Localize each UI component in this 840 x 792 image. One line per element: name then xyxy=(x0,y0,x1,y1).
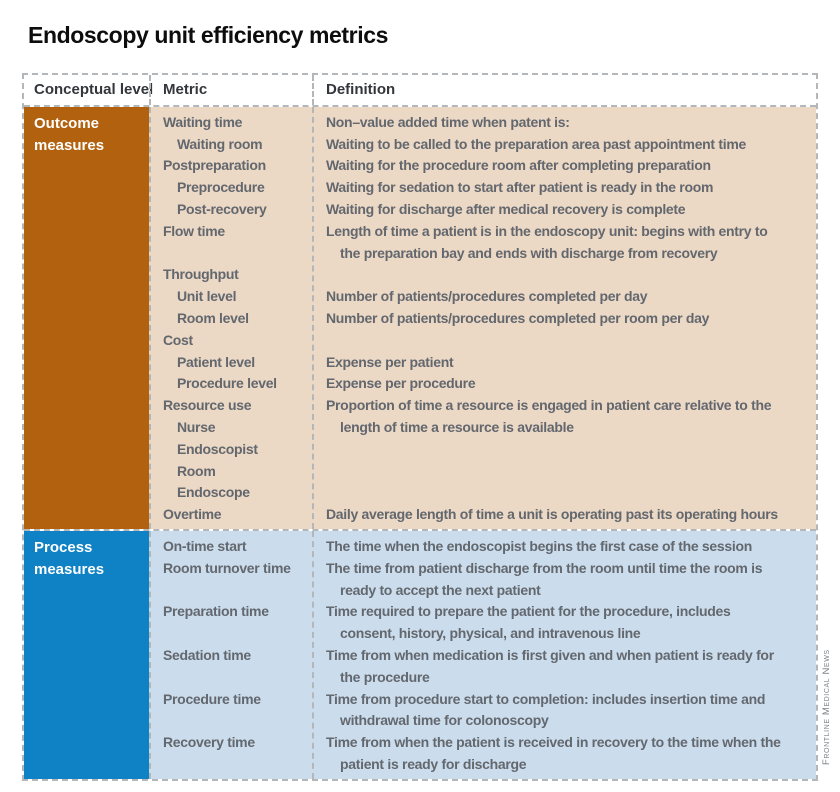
page-title: Endoscopy unit efficiency metrics xyxy=(28,22,389,48)
section-outcome-measures: Outcome measures Waiting time Waiting room… xyxy=(24,104,816,529)
metric-line: Patient level xyxy=(177,353,255,370)
metric-line: Room level xyxy=(177,309,249,326)
definition-line: Number of patients/procedures completed … xyxy=(326,309,710,326)
credit-vertical-text: Frontline Medical News xyxy=(821,649,832,765)
definition-line: Number of patients/procedures completed … xyxy=(326,288,648,305)
definition-line: Expense per patient xyxy=(326,353,454,370)
metric-line: Procedure time xyxy=(163,690,261,707)
definition-line: ready to accept the next patient xyxy=(340,581,541,598)
definition-line: Waiting to be called to the preparation … xyxy=(326,135,746,152)
metric-line xyxy=(151,243,312,265)
column-header-metric: Metric xyxy=(149,75,312,105)
definition-line: Time from when medication is first given… xyxy=(326,646,774,663)
metric-line xyxy=(151,623,312,645)
definition-column: Non–value added time when patent is: Wait… xyxy=(312,106,816,529)
metric-line xyxy=(151,710,312,732)
metric-line: Resource use xyxy=(163,397,252,414)
definition-line xyxy=(314,439,816,461)
metric-line: Post-recovery xyxy=(177,200,267,217)
metric-line: Sedation time xyxy=(163,646,251,663)
metric-line: Room xyxy=(177,462,216,479)
conceptual-level-label: Outcome measures xyxy=(24,106,149,529)
definition-line: the procedure xyxy=(340,668,430,685)
column-header-conceptual-level: Conceptual level xyxy=(34,81,154,98)
definition-line: Expense per procedure xyxy=(326,375,476,392)
metric-line xyxy=(151,667,312,689)
metric-line: Recovery time xyxy=(163,734,255,751)
metric-line: Waiting room xyxy=(177,135,263,152)
definition-line: Waiting for the procedure room after com… xyxy=(326,157,711,174)
definition-line: Daily average length of time a unit is o… xyxy=(326,506,778,523)
definition-line xyxy=(314,264,816,286)
metric-line: Preprocedure xyxy=(177,179,265,196)
metric-column: On-time start Room turnover time Preparat… xyxy=(149,530,312,779)
definition-line xyxy=(314,461,816,483)
metric-line: Waiting time xyxy=(163,113,243,130)
conceptual-level-label: Process measures xyxy=(24,530,149,779)
definition-line: Time from procedure start to completion:… xyxy=(326,690,766,707)
definition-line xyxy=(314,482,816,504)
metric-line: Postpreparation xyxy=(163,157,266,174)
definition-line: length of time a resource is available xyxy=(340,418,574,435)
metric-line: Throughput xyxy=(163,266,239,283)
metric-line: On-time start xyxy=(163,537,247,554)
metric-line: Unit level xyxy=(177,288,237,305)
metric-column: Waiting time Waiting room Postpreparation P… xyxy=(149,106,312,529)
metric-line xyxy=(151,754,312,776)
table-header-row: Conceptual level Metric Definition xyxy=(24,75,816,105)
table-body: Outcome measures Waiting time Waiting room… xyxy=(24,104,816,779)
metric-line: Flow time xyxy=(163,222,225,239)
definition-line: withdrawal time for colonoscopy xyxy=(340,712,549,729)
metric-line: Overtime xyxy=(163,506,222,523)
metric-line: Endoscope xyxy=(177,484,250,501)
section-process-measures: Process measures On-time start Room turnov… xyxy=(24,528,816,779)
definition-line: Length of time a patient is in the endos… xyxy=(326,222,768,239)
metric-line: Room turnover time xyxy=(163,559,291,576)
definition-column: The time when the endoscopist begins the… xyxy=(312,530,816,779)
column-header-definition: Definition xyxy=(312,75,816,105)
definition-line: The time from patient discharge from the… xyxy=(326,559,763,576)
metric-line: Cost xyxy=(163,331,193,348)
definition-line: Proportion of time a resource is engaged… xyxy=(326,397,772,414)
definition-line: Non–value added time when patent is: xyxy=(326,113,570,130)
metric-line: Nurse xyxy=(177,418,216,435)
definition-line: consent, history, physical, and intraven… xyxy=(340,625,641,642)
definition-line: Waiting for discharge after medical reco… xyxy=(326,200,686,217)
metric-line xyxy=(151,580,312,602)
definition-line: Waiting for sedation to start after pati… xyxy=(326,179,714,196)
definition-line: the preparation bay and ends with discha… xyxy=(340,244,718,261)
definition-line: The time when the endoscopist begins the… xyxy=(326,537,752,554)
definition-line: Time from when the patient is received i… xyxy=(326,734,781,751)
definition-line: patient is ready for discharge xyxy=(340,755,527,772)
metrics-table: Conceptual level Metric Definition Outco… xyxy=(22,73,818,781)
metric-line: Endoscopist xyxy=(177,440,258,457)
metric-line: Preparation time xyxy=(163,603,269,620)
metric-line: Procedure level xyxy=(177,375,277,392)
definition-line xyxy=(314,330,816,352)
definition-line: Time required to prepare the patient for… xyxy=(326,603,731,620)
